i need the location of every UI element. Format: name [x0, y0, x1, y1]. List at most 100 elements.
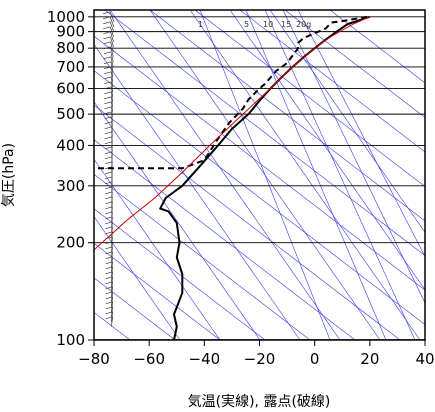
wind-barb-flag — [103, 46, 111, 50]
x-tick-label: −20 — [244, 350, 276, 368]
reference-line — [94, 43, 301, 340]
x-tick-label: −60 — [133, 350, 165, 368]
wind-barb-staff — [110, 36, 114, 47]
x-tick-label: 20 — [360, 350, 379, 368]
x-tick-label: 40 — [415, 350, 434, 368]
reference-line — [104, 10, 425, 256]
reference-line — [94, 277, 176, 340]
wind-barb-flag — [105, 266, 113, 270]
wind-barb-staff — [110, 51, 114, 62]
reference-line — [194, 10, 425, 187]
wind-barb-flag — [104, 81, 112, 85]
mixing-ratio-label: 20g — [296, 20, 311, 29]
wind-barb-flag — [105, 286, 113, 290]
reference-line — [94, 35, 425, 291]
x-tick-label: 0 — [310, 350, 320, 368]
y-tick-label: 400 — [56, 136, 85, 154]
y-tick-label: 600 — [56, 80, 85, 98]
wind-barb-staff — [110, 56, 114, 67]
mixing-ratio-labels: 1 5 10 15 20g — [198, 20, 311, 29]
wind-barb-flag — [104, 151, 113, 155]
reference-line — [94, 208, 266, 340]
wind-barb-flag — [104, 111, 112, 115]
wind-barb-staff — [110, 86, 114, 97]
wind-barb-flag — [104, 116, 112, 120]
reference-line — [94, 139, 356, 340]
wind-barb-flag — [103, 61, 112, 65]
wind-barb-flag — [105, 181, 113, 185]
wind-barb-flag — [103, 21, 111, 25]
dewpoint-line — [94, 15, 368, 170]
wind-barb-staff — [110, 71, 114, 82]
mixing-ratio-label: 5 — [244, 20, 249, 29]
wind-barb-flag — [103, 66, 112, 70]
reference-line — [269, 10, 425, 233]
wind-barb-flag — [105, 246, 113, 250]
mixing-ratio-line — [199, 10, 331, 340]
y-tick-label: 900 — [56, 23, 85, 41]
y-axis-title: 気圧(hPa) — [1, 143, 17, 207]
wind-barb-staff — [109, 21, 115, 32]
wind-barb-flag — [105, 211, 113, 215]
wind-barb-flag — [105, 196, 113, 200]
wind-barb-flag — [105, 206, 113, 210]
wind-barb-staff — [111, 106, 113, 117]
mixing-ratio-label: 1 — [198, 20, 203, 29]
wind-barb-staff — [110, 316, 114, 327]
wind-barb-flag — [104, 86, 112, 90]
y-tick-label: 1000 — [47, 8, 85, 26]
reference-line — [329, 10, 425, 84]
reference-line — [239, 10, 425, 153]
reference-line — [94, 216, 181, 340]
wind-barb-flag — [103, 26, 111, 30]
wind-barb-flag — [104, 101, 112, 105]
wind-barb-flag — [103, 56, 111, 60]
data-series — [94, 15, 371, 340]
wind-barb-flag — [105, 251, 113, 255]
x-tick-label: −80 — [78, 350, 110, 368]
y-tick-label: 800 — [56, 39, 85, 57]
wind-barb-flag — [103, 71, 112, 75]
wind-barb-flag — [104, 136, 112, 140]
wind-barb-flag — [105, 291, 113, 295]
wind-barb-flag — [104, 156, 113, 160]
wind-barb-flag — [105, 186, 113, 190]
wind-barb-flag — [104, 76, 112, 80]
wind-barb-flag — [105, 176, 113, 180]
wind-barb-flag — [104, 121, 112, 125]
y-tick-label: 500 — [56, 105, 85, 123]
wind-barbs — [102, 11, 115, 327]
x-axis-title: 気温(実線), 露点(破線) — [188, 394, 331, 410]
wind-barb-flag — [105, 171, 113, 175]
y-tick-label: 300 — [56, 177, 85, 195]
mixing-ratio-line — [282, 10, 425, 304]
wind-barb-flag — [105, 221, 113, 225]
plot-background — [94, 10, 425, 340]
wind-barb-staff — [110, 41, 114, 52]
wind-barb-staff — [110, 66, 114, 77]
wind-barb-flag — [104, 146, 113, 150]
parcel-line — [94, 16, 370, 251]
wind-barb-flag — [105, 216, 113, 220]
y-tick-label: 200 — [56, 234, 85, 252]
wind-barb-flag — [105, 241, 113, 245]
wind-barb-flag — [104, 161, 113, 165]
y-tick-label: 700 — [56, 58, 85, 76]
reference-line — [94, 242, 221, 340]
reference-line — [94, 101, 261, 340]
wind-barb-flag — [105, 301, 113, 305]
wind-barb-flag — [105, 191, 113, 195]
wind-barb-flag — [105, 296, 113, 300]
wind-barb-flag — [105, 226, 113, 230]
wind-barb-flag — [105, 306, 113, 310]
mixing-ratio-label: 10 — [263, 20, 273, 29]
wind-barb-flag — [104, 106, 112, 110]
wind-barb-flag — [105, 261, 113, 265]
wind-barb-staff — [111, 111, 113, 122]
wind-barb-staff — [110, 76, 114, 87]
wind-barb-flag — [105, 281, 113, 285]
wind-barb-flag — [104, 96, 112, 100]
reference-line — [94, 173, 311, 340]
y-tick-label: 100 — [56, 331, 85, 349]
